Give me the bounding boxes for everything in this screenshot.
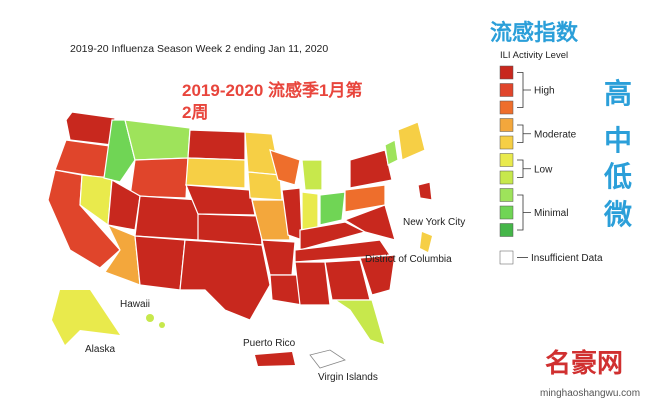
annotation-line: 2周 bbox=[182, 103, 208, 122]
state bbox=[129, 157, 189, 199]
legend-swatch bbox=[499, 118, 514, 132]
state bbox=[384, 139, 399, 166]
state bbox=[124, 119, 191, 161]
legend-title: ILI Activity Level bbox=[500, 50, 568, 61]
state bbox=[319, 191, 346, 226]
us-map bbox=[47, 111, 433, 369]
state bbox=[301, 159, 323, 191]
legend-swatch bbox=[499, 188, 514, 202]
state bbox=[134, 235, 186, 291]
legend-label: Minimal bbox=[534, 208, 568, 219]
state bbox=[294, 261, 331, 306]
state bbox=[187, 129, 246, 161]
side-char: 中 bbox=[604, 125, 632, 156]
legend-label: Insufficient Data bbox=[531, 253, 603, 264]
hawaii bbox=[159, 322, 165, 328]
state bbox=[103, 119, 136, 183]
legend-swatch bbox=[499, 250, 514, 265]
map-label: New York City bbox=[403, 217, 465, 228]
legend: High Moderate Low Minimal Insufficient Data bbox=[499, 65, 603, 265]
state bbox=[185, 157, 246, 189]
annotation-line: 2019-2020 流感季1月第 bbox=[182, 80, 362, 100]
state bbox=[359, 254, 396, 296]
side-char: 低 bbox=[603, 161, 632, 192]
map-title: 2019-20 Influenza Season Week 2 ending J… bbox=[70, 43, 328, 55]
virgin-islands bbox=[309, 349, 346, 369]
state bbox=[344, 184, 386, 213]
legend-swatch bbox=[499, 65, 514, 80]
side-char: 高 bbox=[604, 78, 632, 109]
legend-swatch bbox=[499, 205, 514, 220]
legend-label: Moderate bbox=[534, 129, 577, 140]
legend-label: Low bbox=[534, 164, 553, 175]
watermark-name: 名豪网 bbox=[545, 348, 623, 378]
state bbox=[251, 199, 291, 241]
state bbox=[417, 181, 433, 201]
state bbox=[104, 223, 141, 286]
state bbox=[179, 239, 271, 321]
state bbox=[397, 121, 426, 161]
legend-swatch bbox=[499, 153, 514, 167]
state bbox=[197, 213, 263, 246]
state bbox=[333, 299, 386, 346]
legend-bracket bbox=[517, 124, 531, 143]
legend-bracket bbox=[517, 194, 531, 231]
legend-swatch bbox=[499, 100, 514, 115]
state bbox=[269, 149, 301, 186]
dc-inset bbox=[420, 232, 432, 252]
legend-bracket bbox=[517, 72, 531, 108]
map-label: Alaska bbox=[85, 344, 115, 355]
map-label: Hawaii bbox=[120, 299, 150, 310]
watermark-url: minghaoshangwu.com bbox=[540, 388, 640, 399]
legend-label: High bbox=[534, 86, 555, 97]
legend-swatch bbox=[499, 170, 514, 185]
side-char: 微 bbox=[603, 199, 632, 230]
hawaii bbox=[146, 314, 154, 322]
state bbox=[185, 184, 256, 216]
legend-swatch bbox=[499, 135, 514, 150]
side-title: 流感指数 bbox=[490, 20, 579, 45]
puerto-rico bbox=[255, 352, 295, 366]
state bbox=[107, 179, 141, 231]
alaska bbox=[52, 290, 120, 345]
state bbox=[349, 149, 393, 189]
state bbox=[134, 195, 201, 241]
legend-bracket bbox=[517, 159, 531, 178]
state bbox=[343, 204, 396, 241]
legend-swatch bbox=[499, 223, 514, 237]
state bbox=[301, 191, 319, 231]
map-label: Virgin Islands bbox=[318, 372, 378, 383]
state bbox=[65, 111, 116, 146]
map-label: Puerto Rico bbox=[243, 338, 296, 349]
legend-swatch bbox=[499, 83, 514, 97]
map-label: District of Columbia bbox=[365, 254, 452, 265]
